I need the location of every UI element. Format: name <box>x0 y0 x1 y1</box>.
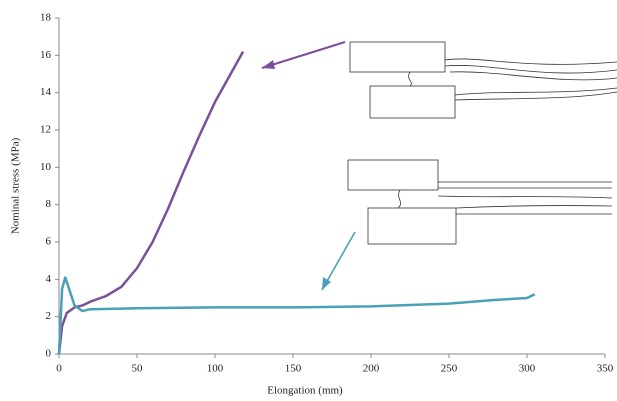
y-tick-label: 12 <box>40 124 51 136</box>
x-tick-label: 0 <box>56 363 62 375</box>
arrowhead <box>322 277 331 290</box>
x-tick-label: 200 <box>363 363 380 375</box>
y-axis-label: Nominal stress (MPa) <box>10 137 22 234</box>
y-tick-label: 0 <box>46 348 52 360</box>
y-tick-label: 6 <box>46 236 52 248</box>
y-tick-label: 4 <box>46 273 52 285</box>
x-tick-label: 150 <box>285 363 302 375</box>
arrow <box>261 41 346 69</box>
y-tick-label: 14 <box>40 86 52 98</box>
y-tick-label: 16 <box>40 49 52 61</box>
schematic-bottom <box>347 159 613 245</box>
schematic-top <box>349 41 617 119</box>
y-tick-label: 8 <box>46 198 52 210</box>
y-tick-label: 18 <box>40 12 52 24</box>
arrowhead <box>262 60 275 69</box>
x-tick-label: 350 <box>597 363 614 375</box>
x-axis-label: Elongation (mm) <box>267 385 343 397</box>
x-tick-label: 250 <box>441 363 458 375</box>
series-line <box>57 50 245 355</box>
x-tick-label: 100 <box>207 363 224 375</box>
series-line <box>57 276 536 355</box>
y-tick-label: 10 <box>40 161 52 173</box>
y-tick-label: 2 <box>46 310 52 322</box>
x-tick-label: 50 <box>132 363 144 375</box>
x-tick-label: 300 <box>519 363 536 375</box>
